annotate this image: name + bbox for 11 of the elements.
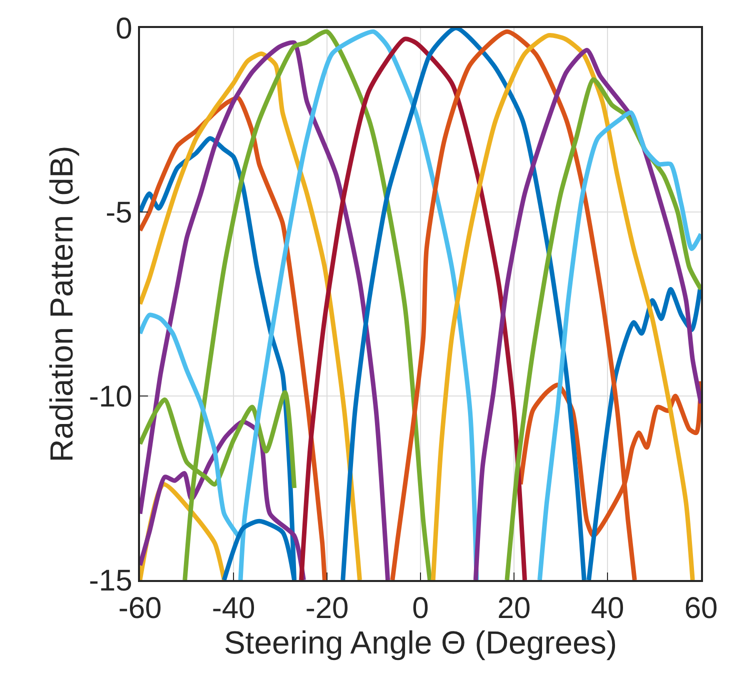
x-axis-title: Steering Angle Θ (Degrees) xyxy=(224,624,618,661)
y-axis-title: Radiation Pattern (dB) xyxy=(44,146,80,462)
y-tick-label: -5 xyxy=(106,196,132,230)
x-tick-label: 0 xyxy=(412,592,429,625)
y-tick-label: 0 xyxy=(116,12,132,46)
x-tick-label: 60 xyxy=(684,592,718,625)
y-tick-label: -10 xyxy=(88,380,132,414)
x-tick-label: -40 xyxy=(212,592,256,625)
x-tick-label: 40 xyxy=(590,592,624,625)
x-tick-label: 20 xyxy=(497,592,531,625)
x-tick-label: -20 xyxy=(305,592,349,625)
